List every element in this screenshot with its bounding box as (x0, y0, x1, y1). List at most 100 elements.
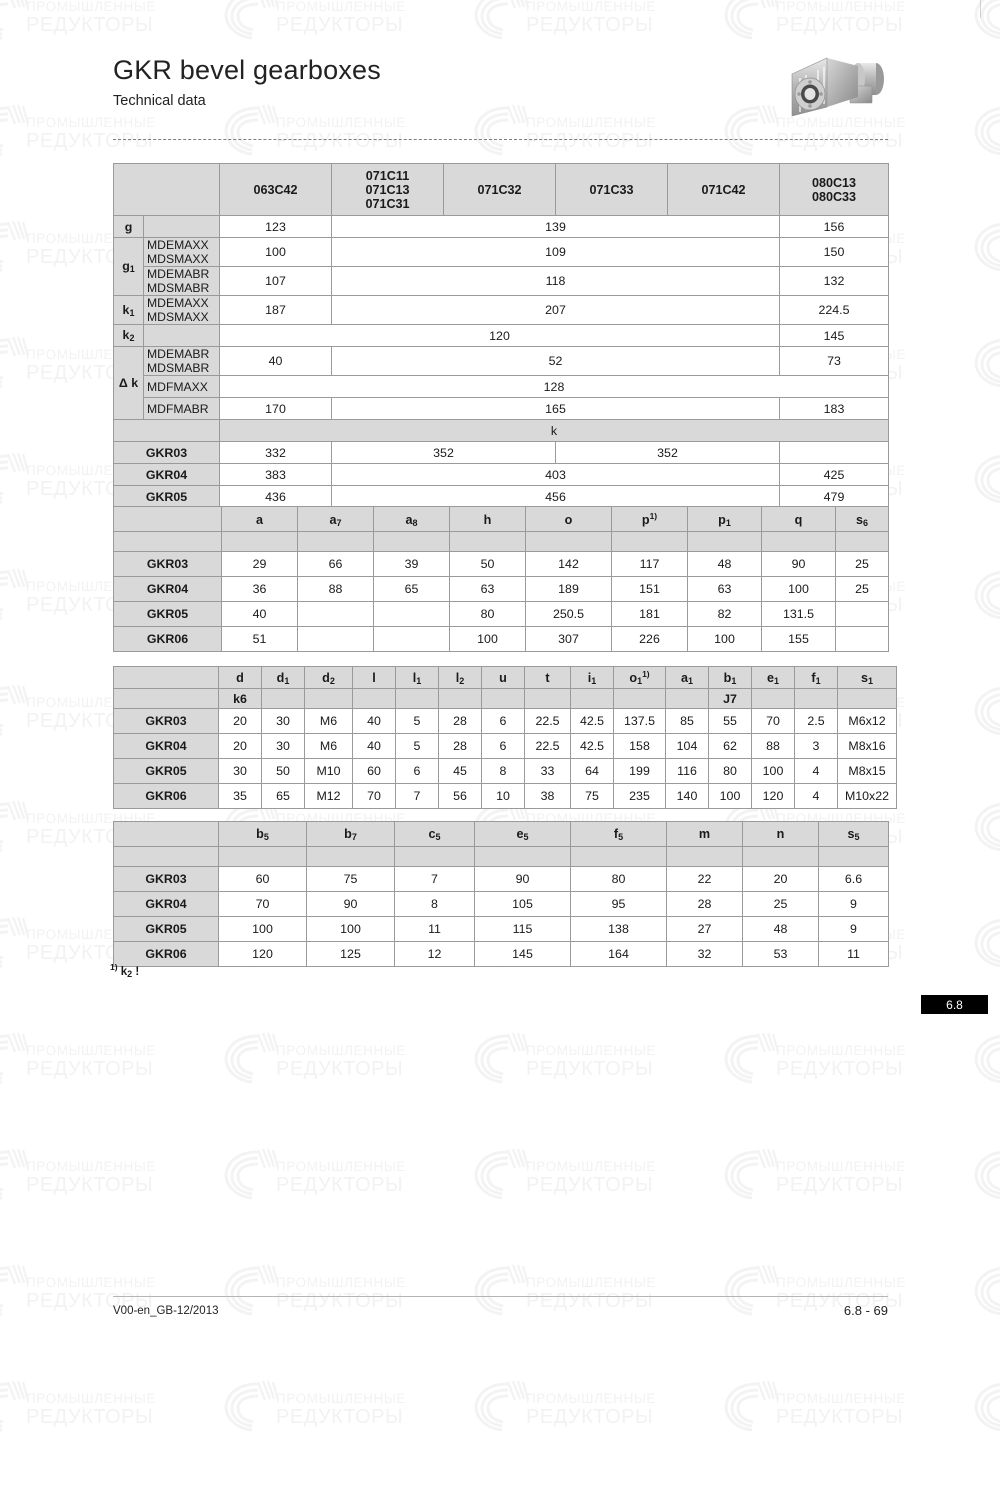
table-row-k-gkr04: GKR04 383 403 425 (113, 463, 889, 486)
row-label-k1: k1 (113, 295, 144, 325)
table4-cell: 32 (666, 941, 743, 967)
table4-row-label-gkr04: GKR04 (113, 891, 219, 917)
table2-col-header-a: a (221, 506, 298, 532)
table4-cell: 105 (474, 891, 571, 917)
table2-cell: 29 (221, 551, 298, 577)
table3-sub-u (481, 688, 525, 709)
page-title: GKR bevel gearboxes (113, 55, 381, 85)
table3-col-header-f1: f1 (794, 666, 838, 689)
table4-cell: 20 (742, 866, 819, 892)
row-sublabel-mdfmabr: MDFMABR (143, 397, 220, 420)
table-housing-dimensions: a a7 a8 h o p1) p1 q s6 (113, 506, 889, 652)
table2-col-header-q: q (761, 506, 836, 532)
table3-cell: M8x16 (837, 733, 897, 759)
table-row-k-gkr05: GKR05 436 456 479 (113, 485, 889, 508)
table3-sub-a1 (665, 688, 709, 709)
table3-col-header-a1: a1 (665, 666, 709, 689)
table-row: GKR05 40 80 250.5 181 82 131.5 (113, 601, 889, 627)
table3-cell: 22.5 (524, 708, 571, 734)
table4-sub-c5 (394, 846, 475, 867)
table2-row-label-gkr06: GKR06 (113, 626, 222, 652)
table2-cell: 100 (761, 576, 836, 602)
table-row-k-gkr03: GKR03 332 352 352 (113, 441, 889, 464)
table2-row-label-gkr03: GKR03 (113, 551, 222, 577)
table2-cell: 40 (221, 601, 298, 627)
table3-cell: 20 (218, 708, 262, 734)
table3-cell: 38 (524, 783, 571, 809)
col-header-080C33: 080C33 (811, 189, 857, 204)
table4-col-header-f5: f5 (570, 821, 667, 847)
table3-cell: 75 (570, 783, 614, 809)
table2-cell (835, 626, 889, 652)
table3-corner-cell (113, 666, 219, 689)
cell-dkmdfmaxx-all: 128 (219, 375, 889, 398)
table3-cell: 35 (218, 783, 262, 809)
table3-cell: 28 (438, 733, 482, 759)
table-row-g: g 123 139 156 (113, 215, 889, 238)
table3-cell: 104 (665, 733, 709, 759)
table2-cell: 142 (525, 551, 612, 577)
table3-cell: 70 (352, 783, 396, 809)
table4-cell: 11 (394, 916, 475, 942)
table3-cell: 62 (708, 733, 752, 759)
table-row-k2: k2 120 145 (113, 324, 889, 347)
table2-cell: 307 (525, 626, 612, 652)
table3-cell: M10x22 (837, 783, 897, 809)
table2-cell: 25 (835, 551, 889, 577)
table3-cell: 199 (613, 758, 666, 784)
table3-cell: 85 (665, 708, 709, 734)
table3-cell: 6 (481, 708, 525, 734)
row-label-gkr04: GKR04 (113, 463, 220, 486)
row-sublabel-dk-abr: MDEMABR MDSMABR (143, 346, 220, 376)
table3-cell: 140 (665, 783, 709, 809)
cell-g1abr-063C42: 107 (219, 266, 332, 296)
page-edge-rule (980, 0, 981, 18)
cell-k-gkr05-063C42: 436 (219, 485, 332, 508)
table-row-k1: k1 MDEMAXX MDSMAXX 187 207 224.5 (113, 295, 889, 325)
table3-cell: 7 (395, 783, 439, 809)
table2-row-label-gkr05: GKR05 (113, 601, 222, 627)
k-band-title: k (219, 419, 889, 442)
table3-subheader-row: k6 J7 (113, 688, 897, 709)
table4-cell: 70 (218, 891, 307, 917)
col-header-071C31: 071C31 (365, 196, 410, 211)
col-header-071C13: 071C13 (365, 182, 410, 197)
cell-k-gkr03-071-hi: 352 (555, 441, 780, 464)
table4-cell: 7 (394, 866, 475, 892)
table3-cell: 55 (708, 708, 752, 734)
cell-k2-main: 120 (219, 324, 780, 347)
table3-sub-d1 (261, 688, 305, 709)
table3-cell: 8 (481, 758, 525, 784)
table-flange-dimensions: b5 b7 c5 e5 f5 m n s5 GKR03 (113, 821, 889, 967)
table3-cell: 3 (794, 733, 838, 759)
row-label-gkr03: GKR03 (113, 441, 220, 464)
table4-cell: 22 (666, 866, 743, 892)
row-sublabel-k1-maxx: MDEMAXX MDSMAXX (143, 295, 220, 325)
table-row: GKR04 20 30 M6 40 5 28 6 22.5 42.5 158 1… (113, 733, 897, 759)
table4-cell: 90 (474, 866, 571, 892)
table-row: GKR06 35 65 M12 70 7 56 10 38 75 235 140… (113, 783, 897, 809)
cell-g-080-group: 156 (779, 215, 889, 238)
table-row-g1-abr: MDEMABR MDSMABR 107 118 132 (114, 266, 889, 296)
table2-cell (297, 626, 374, 652)
table4-cell: 6.6 (818, 866, 889, 892)
table2-sub-p1 (687, 531, 762, 552)
header-divider (113, 139, 888, 140)
table4-sub-n (742, 846, 819, 867)
table3-cell: 33 (524, 758, 571, 784)
cell-dkabr-071-group: 52 (331, 346, 780, 376)
cell-g1abr-080-group: 132 (779, 266, 889, 296)
footer-page-number: 6.8 - 69 (843, 1303, 888, 1318)
table3-col-header-s1: s1 (837, 666, 897, 689)
table-row: GKR03 20 30 M6 40 5 28 6 22.5 42.5 137.5… (113, 708, 897, 734)
table-row: GKR06 120 125 12 145 164 32 53 11 (113, 941, 889, 967)
table2-sub-a8 (373, 531, 450, 552)
row-sublabel-empty-k2 (143, 324, 220, 347)
col-header-080C13: 080C13 (811, 175, 857, 190)
table3-sub-l1 (395, 688, 439, 709)
row-label-gkr05: GKR05 (113, 485, 220, 508)
cell-g-071-group: 139 (331, 215, 780, 238)
table2-sub-q (761, 531, 836, 552)
col-header-071C42: 071C42 (667, 163, 780, 216)
table3-cell: 64 (570, 758, 614, 784)
